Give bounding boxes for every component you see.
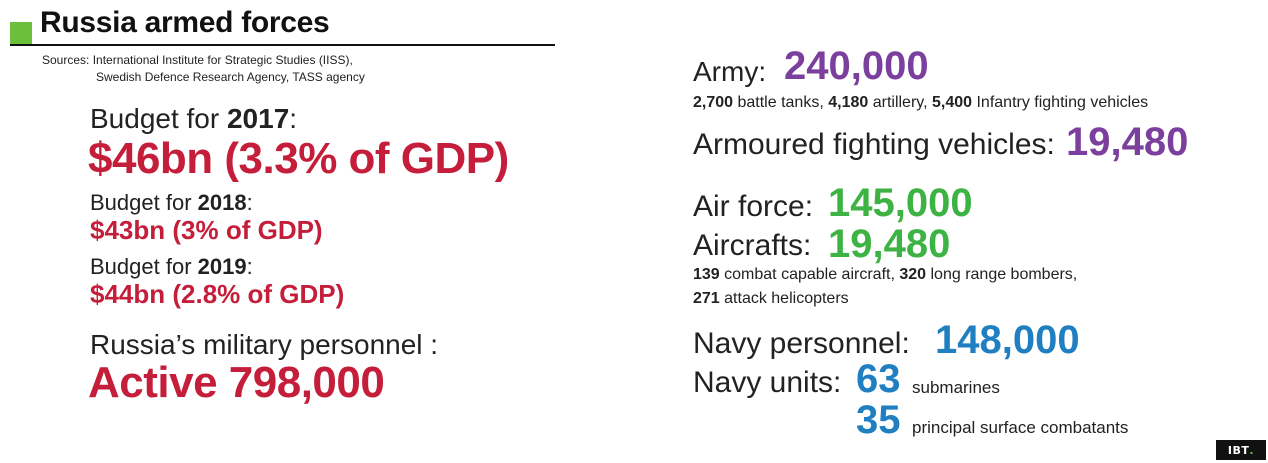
tanks-count: 2,700 xyxy=(693,94,734,111)
army-label: Army: xyxy=(693,56,767,87)
bombers-count: 320 xyxy=(899,266,927,283)
combat-aircraft-count: 139 xyxy=(693,266,720,283)
budget-2017-value: $46bn (3.3% of GDP) xyxy=(88,134,509,183)
aircraft-value: 19,480 xyxy=(828,222,951,266)
ibt-logo: IBT. xyxy=(1216,440,1266,460)
budget-2018-label: Budget for 2018: xyxy=(90,190,253,216)
army-details: 2,700 battle tanks, 4,180 artillery, 5,4… xyxy=(693,94,1148,112)
aircraft-label: Aircrafts: xyxy=(693,229,812,262)
budget-2019-value: $44bn (2.8% of GDP) xyxy=(90,279,345,309)
air-force-value: 145,000 xyxy=(828,181,973,225)
budget-label-text: Budget for xyxy=(90,254,198,279)
air-force-label: Air force: xyxy=(693,190,814,223)
helicopters-count: 271 xyxy=(693,290,720,307)
submarines-text: submarines xyxy=(912,378,1000,397)
aircraft-details-line-2: 271 attack helicopters xyxy=(693,290,849,308)
sources-line-1: Sources: International Institute for Str… xyxy=(42,53,353,67)
logo-text: IBT xyxy=(1227,443,1250,457)
title-divider xyxy=(10,44,555,46)
budget-label-text: Budget for xyxy=(90,190,198,215)
title-accent-square xyxy=(10,22,32,44)
artillery-text: artillery, xyxy=(868,94,932,111)
surface-combatants-text: principal surface combatants xyxy=(912,418,1129,437)
submarines-count: 63 xyxy=(856,357,901,401)
logo-dot: . xyxy=(1249,443,1255,457)
budget-year: 2019 xyxy=(197,254,247,279)
budget-suffix: : xyxy=(246,254,253,279)
budget-year: 2018 xyxy=(197,190,247,215)
sources-line-2: Swedish Defence Research Agency, TASS ag… xyxy=(96,70,365,84)
personnel-value: Active 798,000 xyxy=(88,358,385,407)
combat-aircraft-text: combat capable aircraft, xyxy=(719,266,900,283)
budget-suffix: : xyxy=(246,190,253,215)
budget-suffix: : xyxy=(289,103,298,134)
navy-units-label: Navy units: xyxy=(693,366,842,399)
budget-year: 2017 xyxy=(226,103,290,134)
aircraft-details-line-1: 139 combat capable aircraft, 320 long ra… xyxy=(693,266,1077,284)
navy-personnel-label: Navy personnel: xyxy=(693,327,910,360)
tanks-text: battle tanks, xyxy=(733,94,829,111)
navy-personnel-value: 148,000 xyxy=(935,318,1080,362)
helicopters-text: attack helicopters xyxy=(719,290,849,307)
bombers-text: long range bombers, xyxy=(926,266,1078,283)
ifv-text: Infantry fighting vehicles xyxy=(972,94,1149,111)
ifv-count: 5,400 xyxy=(931,94,973,111)
surface-combatants-count: 35 xyxy=(856,398,901,442)
artillery-count: 4,180 xyxy=(828,94,869,111)
page-title: Russia armed forces xyxy=(40,6,330,39)
army-value: 240,000 xyxy=(784,44,929,88)
budget-2017-label: Budget for 2017: xyxy=(90,103,297,135)
budget-2019-label: Budget for 2019: xyxy=(90,254,253,280)
afv-value: 19,480 xyxy=(1066,120,1189,164)
budget-label-text: Budget for xyxy=(90,103,227,134)
afv-label: Armoured fighting vehicles: xyxy=(693,128,1055,161)
budget-2018-value: $43bn (3% of GDP) xyxy=(90,215,323,245)
personnel-label: Russia’s military personnel : xyxy=(90,329,439,360)
